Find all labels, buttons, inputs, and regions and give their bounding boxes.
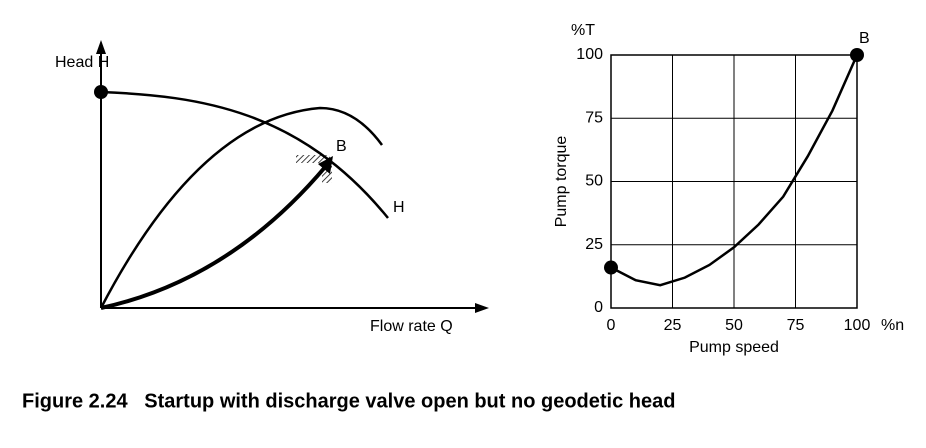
arrow	[475, 303, 489, 313]
caption: Figure 2.24 Startup with discharge valve…	[22, 390, 675, 412]
y-tick-label: 75	[585, 109, 603, 126]
curve-label: H	[393, 199, 405, 216]
y-tick-label: 100	[576, 46, 603, 63]
x-label: Flow rate Q	[370, 318, 453, 335]
y-tick-label: 25	[585, 236, 603, 253]
point	[850, 48, 864, 62]
point-label: B	[336, 138, 347, 155]
x-tick-label: 0	[607, 317, 616, 334]
system-curve	[99, 106, 384, 309]
y-label: Pump torque	[553, 136, 570, 228]
y-tick-label: 0	[594, 299, 603, 316]
x-label: Pump speed	[689, 339, 779, 356]
x-unit: %n	[881, 317, 904, 334]
x-tick-label: 25	[664, 317, 682, 334]
y-label: Head H	[55, 54, 109, 71]
y-tick-label: 50	[585, 173, 603, 190]
arrow	[96, 40, 106, 54]
hatch	[322, 163, 332, 183]
point-label: B	[859, 30, 870, 47]
y-unit: %T	[571, 22, 595, 39]
x-tick-label: 75	[787, 317, 805, 334]
startup-path	[100, 164, 328, 310]
x-tick-label: 100	[844, 317, 871, 334]
x-tick-label: 50	[725, 317, 743, 334]
hatch	[296, 155, 330, 163]
left-diagram	[94, 40, 489, 313]
head-curve	[100, 90, 389, 219]
point	[604, 260, 618, 275]
line	[610, 54, 859, 287]
point	[94, 85, 108, 99]
